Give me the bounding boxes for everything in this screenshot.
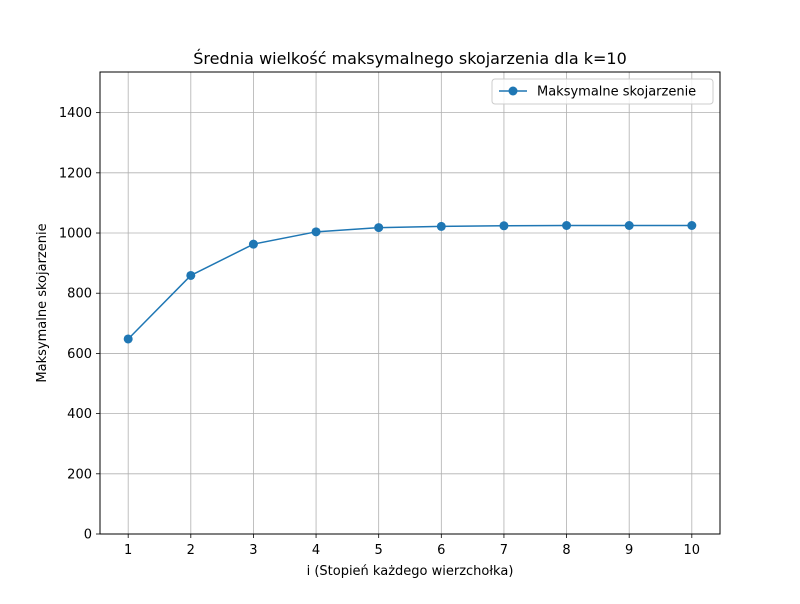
x-tick-label: 10: [684, 543, 701, 558]
data-point: [562, 220, 572, 230]
x-tick-label: 2: [187, 543, 195, 558]
y-axis-label: Maksymalne skojarzenie: [35, 223, 50, 382]
data-point: [499, 221, 509, 231]
x-tick-label: 9: [625, 543, 633, 558]
x-tick-label: 8: [562, 543, 570, 558]
x-tick-label: 6: [437, 543, 445, 558]
data-point: [436, 221, 446, 231]
legend-box: [491, 78, 714, 105]
legend-marker-swatch: [508, 86, 518, 96]
y-tick-label: 1400: [59, 106, 92, 121]
plot-area: [99, 71, 721, 535]
x-tick-label: 4: [312, 543, 320, 558]
data-point: [311, 227, 321, 237]
y-tick-label: 200: [67, 467, 92, 482]
y-tick-label: 400: [67, 407, 92, 422]
x-tick-label: 1: [124, 543, 132, 558]
data-point: [123, 334, 133, 344]
y-tick-label: 800: [67, 287, 92, 302]
legend-label: Maksymalne skojarzenie: [537, 85, 696, 100]
y-tick-label: 600: [67, 347, 92, 362]
data-point: [624, 220, 634, 230]
data-point: [687, 220, 697, 230]
y-tick-label: 1200: [59, 166, 92, 181]
axis-ticks: 1 2 3 4 5 6 7 8 9 10 0 200 400 600 800 1000 1200 1400: [59, 106, 700, 558]
series-line: [127, 224, 692, 340]
x-tick-label: 5: [375, 543, 383, 558]
x-axis-label: i (Stopień każdego wierzchołka): [307, 564, 514, 579]
data-point: [248, 239, 258, 249]
data-point: [186, 270, 196, 280]
data-point: [374, 223, 384, 233]
x-tick-label: 7: [500, 543, 508, 558]
x-tick-label: 3: [249, 543, 257, 558]
y-tick-label: 1000: [59, 227, 92, 242]
chart-title: Średnia wielkość maksymalnego skojarzeni…: [193, 49, 627, 68]
series: [123, 220, 697, 344]
y-tick-label: 0: [84, 528, 92, 543]
legend: Maksymalne skojarzenie: [491, 78, 714, 105]
